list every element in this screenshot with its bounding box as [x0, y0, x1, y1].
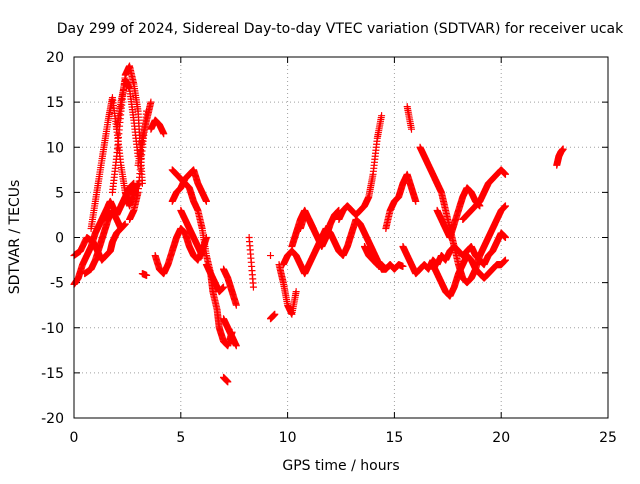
axis-ticks: 0 5 10 15 20 25 -20 -15 -10 -5 0 5 10 15 20 [41, 50, 617, 446]
series-track-6 [113, 76, 142, 160]
series-track-17 [220, 315, 240, 350]
data-point [267, 252, 275, 260]
series-track-23 [279, 215, 394, 278]
data-point [292, 288, 300, 296]
plot-frame [73, 56, 609, 419]
data-point [249, 283, 257, 291]
y-tick-label: -15 [41, 366, 64, 382]
y-tick-label: -10 [41, 321, 64, 337]
series-track-21 [267, 310, 279, 323]
data-point [407, 125, 415, 133]
series-track-19 [245, 234, 257, 291]
series-track-34 [459, 166, 509, 223]
series-track-22 [275, 261, 300, 318]
series-track-16 [220, 373, 232, 386]
data-point [399, 262, 407, 270]
y-tick-label: 20 [46, 50, 64, 66]
data-point [232, 342, 240, 350]
data-point [198, 252, 206, 260]
data-point [378, 112, 386, 120]
data-point [121, 220, 129, 228]
series-track-10 [147, 116, 168, 138]
grid-lines [74, 57, 608, 418]
chart-title: Day 299 of 2024, Sidereal Day-to-day VTE… [57, 21, 624, 37]
series-track-18 [220, 265, 240, 309]
y-tick-label: 10 [46, 140, 64, 156]
data-point [202, 197, 210, 205]
y-axis-label: SDTVAR / TECUs [7, 180, 23, 295]
x-tick-label: 0 [70, 430, 79, 446]
y-tick-label: 15 [46, 95, 64, 111]
series-track-33 [433, 184, 484, 241]
data-point [501, 202, 509, 210]
x-axis-label: GPS time / hours [282, 458, 399, 474]
series-track-14 [177, 206, 206, 260]
series-track-20 [267, 252, 275, 260]
x-tick-label: 20 [492, 430, 510, 446]
series-track-27 [360, 243, 407, 273]
series-track-9 [138, 270, 151, 279]
y-tick-label: 5 [55, 185, 64, 201]
data-point [271, 310, 279, 318]
data-point [309, 224, 317, 232]
data-point [232, 301, 240, 309]
data-point [117, 224, 125, 232]
x-tick-label: 10 [279, 430, 297, 446]
data-points [70, 62, 567, 386]
data-point [147, 98, 155, 106]
series-track-28 [382, 170, 420, 232]
series-track-15 [202, 261, 228, 296]
data-point [224, 378, 232, 386]
data-point [501, 234, 509, 241]
data-point [501, 170, 509, 178]
y-tick-label: -20 [41, 411, 64, 427]
data-point [160, 130, 168, 138]
data-point [412, 197, 420, 205]
series-track-8 [134, 98, 155, 169]
series-track-13 [168, 166, 210, 205]
y-tick-label: 0 [55, 231, 64, 247]
series-track-26 [335, 112, 386, 223]
data-point [220, 283, 228, 291]
series-track-32 [429, 252, 509, 300]
data-point [501, 256, 509, 264]
y-tick-label: -5 [50, 276, 64, 292]
series-track-35 [553, 145, 567, 169]
series-track-3 [81, 206, 125, 278]
x-tick-label: 15 [385, 430, 403, 446]
series-track-25 [296, 211, 317, 232]
data-point [143, 271, 151, 279]
series-track-4 [87, 94, 142, 232]
x-tick-label: 5 [176, 430, 185, 446]
x-tick-label: 25 [599, 430, 617, 446]
series-track-29 [403, 103, 415, 133]
data-point [559, 145, 567, 153]
